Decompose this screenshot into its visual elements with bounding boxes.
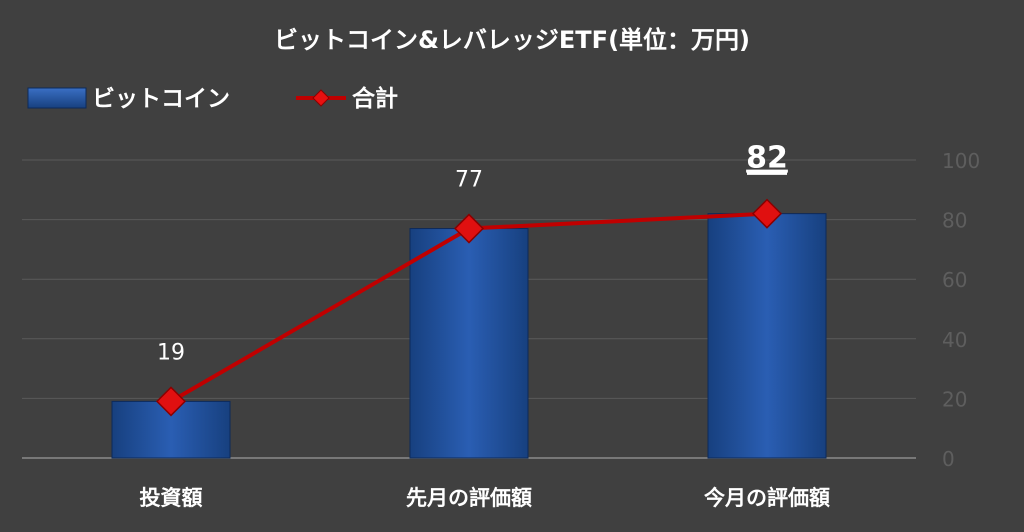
data-label: 77: [455, 168, 483, 193]
line-marker: [453, 213, 485, 244]
chart-title: ビットコイン&レバレッジETF(単位：万円): [274, 26, 750, 54]
legend-bar-swatch: [27, 87, 87, 109]
x-tick-label: 今月の評価額: [704, 486, 830, 510]
legend: ビットコイン 合計: [27, 85, 398, 112]
y-tick-label: 0: [942, 447, 955, 471]
legend-label-total: 合計: [352, 85, 398, 112]
y-tick-label: 80: [942, 209, 967, 233]
y-tick-label: 20: [942, 387, 967, 411]
legend-diamond-marker: [312, 89, 330, 107]
bar: [409, 228, 529, 459]
bar: [707, 213, 827, 459]
x-axis: 投資額 先月の評価額 今月の評価額: [140, 486, 831, 510]
y-tick-label: 40: [942, 328, 967, 352]
data-label: 19: [157, 340, 185, 365]
data-labels: 19 77 82: [157, 141, 788, 366]
y-tick-label: 60: [942, 268, 967, 292]
x-tick-label: 先月の評価額: [406, 486, 532, 510]
data-label: 82: [746, 141, 788, 176]
legend-label-bitcoin: ビットコイン: [92, 86, 230, 112]
x-tick-label: 投資額: [140, 486, 203, 510]
bar-series: [111, 213, 827, 459]
y-tick-label: 100: [942, 149, 980, 173]
line-series: [155, 198, 783, 417]
y-axis: 0 20 40 60 80 100: [942, 149, 980, 471]
line-marker: [155, 386, 187, 417]
line-marker: [751, 198, 783, 229]
